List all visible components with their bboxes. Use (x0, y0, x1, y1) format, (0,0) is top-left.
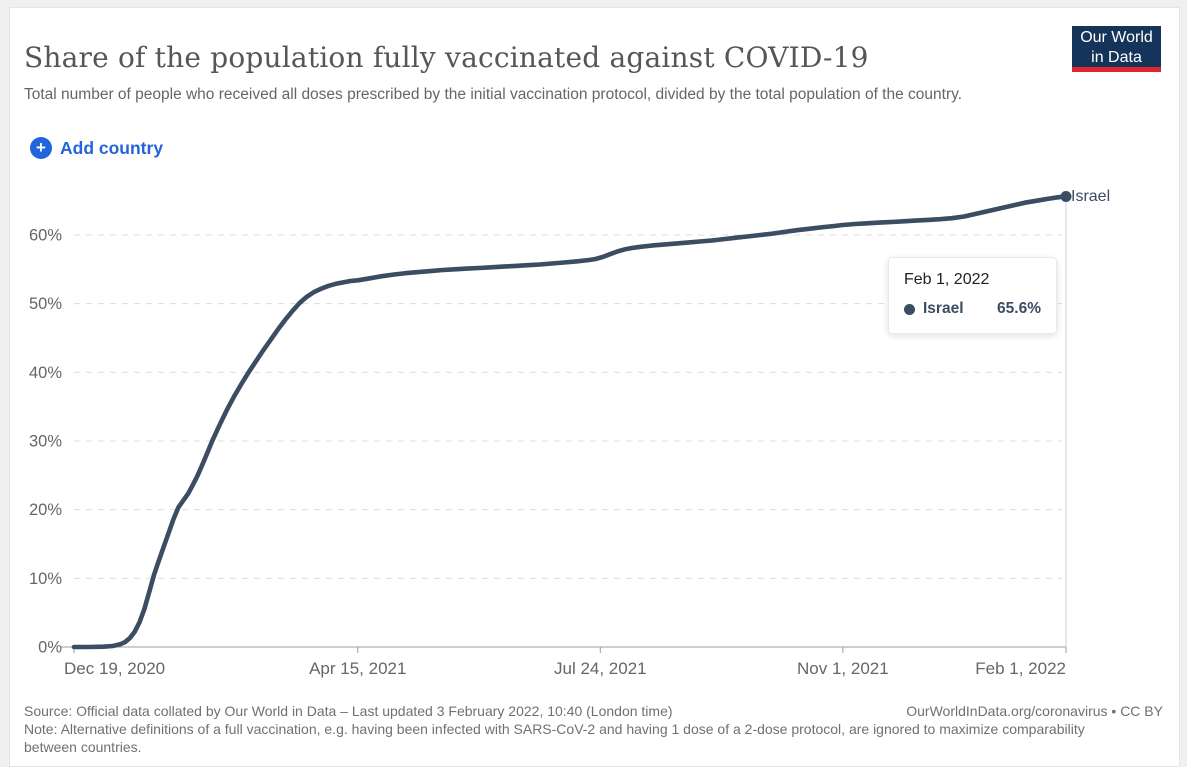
source-text: Source: Official data collated by Our Wo… (24, 703, 673, 719)
series-end-dot (1060, 191, 1072, 203)
add-country-button[interactable]: + Add country (30, 137, 163, 159)
tooltip-entity: Israel (923, 300, 964, 317)
owid-logo-line2: in Data (1091, 49, 1142, 66)
x-axis-label: Jul 24, 2021 (554, 659, 647, 678)
tooltip-row: Israel 65.6% (904, 300, 1041, 318)
tooltip-date: Feb 1, 2022 (904, 271, 990, 288)
note-text: Note: Alternative definitions of a full … (24, 720, 1085, 755)
chart-frame (9, 7, 1180, 767)
y-axis-label: 30% (29, 433, 62, 451)
x-axis-label: Nov 1, 2021 (797, 659, 889, 678)
y-axis-label: 10% (29, 570, 62, 588)
x-axis-label: Feb 1, 2022 (975, 659, 1066, 678)
add-country-label: Add country (60, 137, 164, 158)
y-axis-label: 60% (29, 227, 62, 245)
x-axis-label: Dec 19, 2020 (64, 659, 165, 678)
line-end-label-israel[interactable]: Israel (1071, 188, 1111, 205)
owid-link[interactable]: OurWorldInData.org/coronavirus • CC BY (906, 703, 1163, 719)
y-axis-label: 50% (29, 295, 62, 313)
y-axis-label: 40% (29, 364, 62, 382)
y-axis-label: 0% (38, 639, 62, 657)
owid-logo[interactable]: Our World in Data (1072, 26, 1161, 72)
owid-logo-line1: Our World (1080, 29, 1153, 46)
page-title: Share of the population fully vaccinated… (24, 40, 869, 74)
plus-icon: + (30, 137, 52, 159)
israel-series-line[interactable] (71, 194, 1069, 650)
chart-footer: Source: Official data collated by Our Wo… (24, 703, 1163, 757)
series-color-dot (904, 303, 915, 315)
x-axis-label: Apr 15, 2021 (309, 659, 406, 678)
tooltip-value: 65.6% (997, 300, 1041, 317)
tooltip: Feb 1, 2022 Israel 65.6% (888, 257, 1057, 334)
chart-subtitle: Total number of people who received all … (24, 85, 963, 103)
y-axis-label: 20% (29, 501, 62, 519)
